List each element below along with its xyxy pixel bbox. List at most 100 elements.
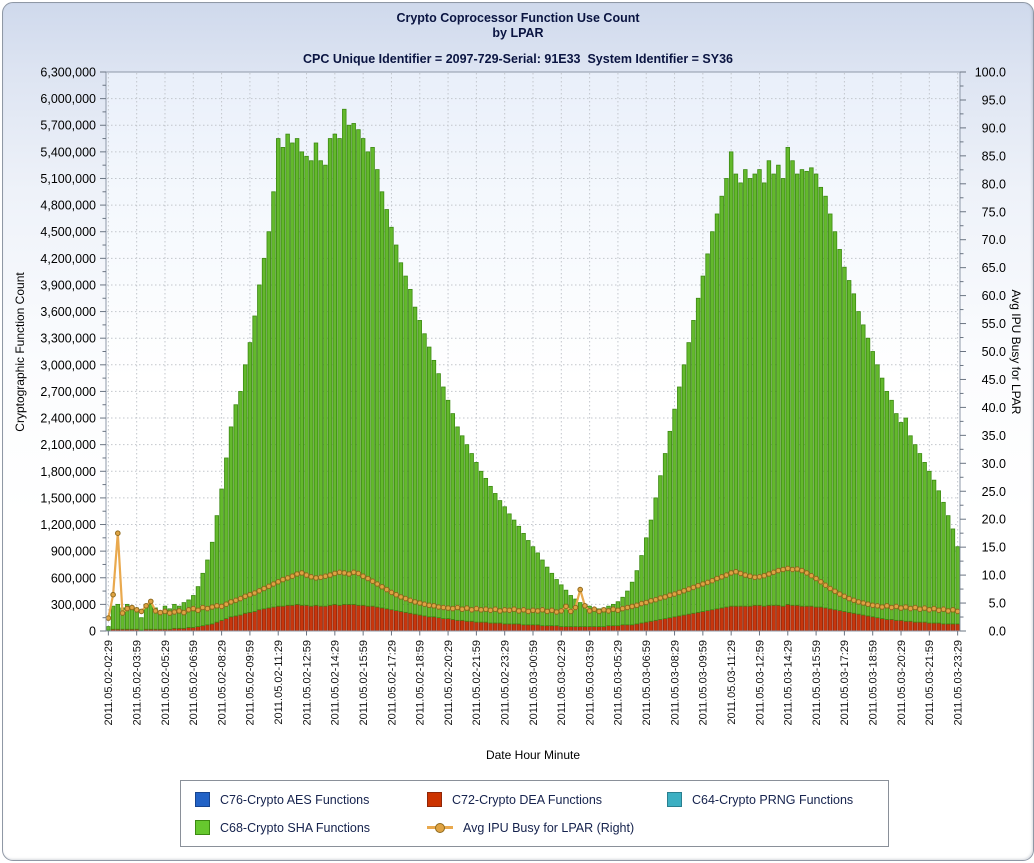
bar-dea bbox=[757, 604, 762, 632]
bar-sha bbox=[290, 142, 295, 606]
bar-sha bbox=[611, 603, 616, 627]
bar-sha bbox=[280, 147, 286, 607]
bar-dea bbox=[478, 621, 484, 632]
bar-sha bbox=[634, 570, 640, 625]
bar-dea bbox=[426, 616, 432, 632]
bar-sha bbox=[945, 515, 951, 625]
bar-dea bbox=[559, 626, 564, 632]
bar-sha bbox=[747, 178, 753, 607]
svg-text:55.0: 55.0 bbox=[982, 317, 1006, 331]
bar-sha bbox=[700, 275, 706, 612]
svg-text:50.0: 50.0 bbox=[982, 345, 1006, 359]
legend-swatch-c68-sha bbox=[195, 820, 210, 835]
chart-title-line2: by LPAR bbox=[492, 26, 544, 40]
svg-text:2011.05.02-23:29: 2011.05.02-23:29 bbox=[499, 640, 511, 725]
bar-sha bbox=[497, 500, 503, 624]
legend-label-c72-dea: C72-Crypto DEA Functions bbox=[452, 792, 603, 807]
svg-text:2011.05.02-15:59: 2011.05.02-15:59 bbox=[358, 640, 370, 725]
svg-text:6,300,000: 6,300,000 bbox=[40, 66, 96, 80]
bar-dea bbox=[752, 604, 757, 632]
bar-dea bbox=[242, 612, 248, 632]
svg-text:3,600,000: 3,600,000 bbox=[40, 305, 96, 319]
bar-sha bbox=[672, 408, 677, 618]
legend-item-c68-sha: C68-Crypto SHA Functions bbox=[195, 820, 427, 835]
bar-sha bbox=[412, 306, 418, 615]
bar-dea bbox=[441, 618, 446, 632]
svg-text:2011.05.03-11:29: 2011.05.03-11:29 bbox=[726, 640, 738, 725]
bar-dea bbox=[384, 608, 389, 632]
bar-dea bbox=[554, 625, 559, 632]
bar-dea bbox=[460, 619, 465, 632]
bar-sha bbox=[629, 581, 635, 626]
bar-sha bbox=[125, 603, 130, 630]
bar-dea bbox=[908, 620, 913, 632]
svg-text:0: 0 bbox=[89, 625, 96, 639]
bar-dea bbox=[606, 625, 611, 632]
bar-dea bbox=[252, 611, 257, 632]
bar-dea bbox=[771, 604, 776, 632]
bar-dea bbox=[945, 623, 951, 632]
bar-dea bbox=[884, 619, 890, 632]
bar-dea bbox=[526, 624, 531, 632]
svg-text:5,100,000: 5,100,000 bbox=[40, 172, 96, 186]
bar-dea bbox=[294, 603, 300, 632]
bar-sha bbox=[181, 602, 187, 629]
bar-dea bbox=[870, 616, 875, 632]
bar-sha bbox=[799, 169, 805, 607]
bar-sha bbox=[342, 108, 347, 605]
bar-dea bbox=[370, 605, 375, 632]
bar-dea bbox=[922, 621, 927, 632]
svg-text:2011.05.02-21:59: 2011.05.02-21:59 bbox=[471, 640, 483, 725]
x-axis-title: Date Hour Minute bbox=[485, 748, 581, 762]
svg-text:2011.05.02-06:59: 2011.05.02-06:59 bbox=[188, 640, 200, 725]
bar-sha bbox=[379, 191, 385, 609]
bars-sha-series bbox=[106, 108, 960, 631]
bar-sha bbox=[724, 178, 729, 608]
bar-dea bbox=[403, 611, 408, 632]
bar-sha bbox=[837, 249, 842, 611]
bar-dea bbox=[587, 626, 592, 632]
bar-dea bbox=[889, 619, 894, 632]
bar-sha bbox=[695, 297, 701, 613]
bar-sha bbox=[224, 457, 229, 619]
bar-sha bbox=[714, 213, 720, 610]
bar-dea bbox=[639, 622, 644, 632]
bar-dea bbox=[469, 620, 474, 632]
bar-sha bbox=[653, 497, 658, 621]
bar-sha bbox=[200, 572, 205, 627]
bar-sha bbox=[294, 138, 300, 605]
svg-text:75.0: 75.0 bbox=[982, 205, 1006, 219]
chart-subtitle: CPC Unique Identifier = 2097-729-Serial:… bbox=[302, 52, 734, 66]
legend-swatch-c76-aes bbox=[195, 792, 210, 807]
bar-sha bbox=[252, 315, 257, 612]
bar-dea bbox=[431, 616, 437, 632]
bar-sha bbox=[648, 519, 654, 622]
bar-sha bbox=[823, 195, 828, 609]
bar-dea bbox=[280, 605, 286, 632]
bar-sha bbox=[554, 579, 559, 627]
svg-text:40.0: 40.0 bbox=[982, 401, 1006, 415]
bar-sha bbox=[327, 138, 333, 606]
svg-text:95.0: 95.0 bbox=[982, 93, 1006, 107]
bar-dea bbox=[644, 621, 649, 632]
bar-dea bbox=[332, 603, 338, 632]
bar-sha bbox=[318, 160, 323, 607]
bar-sha bbox=[337, 138, 342, 606]
bar-sha bbox=[710, 231, 715, 611]
legend-label-c76-aes: C76-Crypto AES Functions bbox=[220, 792, 370, 807]
bar-dea bbox=[691, 612, 696, 632]
bar-sha bbox=[606, 605, 611, 627]
bar-sha bbox=[115, 603, 121, 630]
bar-sha bbox=[511, 519, 517, 625]
bar-dea bbox=[379, 607, 385, 632]
bar-sha bbox=[502, 506, 507, 625]
bar-sha bbox=[360, 138, 366, 606]
svg-text:25.0: 25.0 bbox=[982, 485, 1006, 499]
bar-sha bbox=[861, 324, 866, 616]
bar-dea bbox=[677, 615, 682, 632]
bar-sha bbox=[804, 170, 809, 607]
bar-dea bbox=[955, 623, 960, 632]
bar-dea bbox=[832, 609, 838, 632]
bar-sha bbox=[393, 244, 399, 611]
